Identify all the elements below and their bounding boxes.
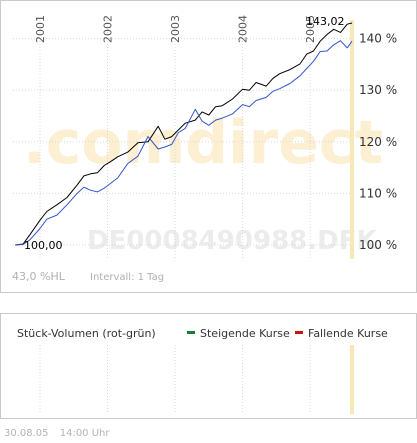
- volume-chart-panel: Stück-Volumen (rot-grün) Steigende Kurse F…: [0, 313, 417, 419]
- start-value-label: 100,00: [24, 239, 63, 252]
- watermark: .comdirect DE0008490988.DFK: [23, 108, 383, 256]
- x-tick-label: 2001: [34, 15, 47, 43]
- x-tick-label: 2003: [169, 15, 182, 43]
- grid: [13, 20, 354, 259]
- volume-header: Stück-Volumen (rot-grün) Steigende Kurse F…: [17, 327, 388, 340]
- annotations: 100,00 143,02 43,0 %HL Intervall: 1 Tag: [12, 15, 345, 283]
- y-tick-label: 130 %: [359, 83, 397, 97]
- legend-swatch: [187, 331, 195, 334]
- volume-chart: Stück-Volumen (rot-grün) Steigende Kurse F…: [17, 327, 388, 414]
- x-tick-label: 2002: [102, 15, 115, 43]
- series-line-2: [14, 40, 353, 246]
- end-value-label: 143,02: [306, 15, 345, 28]
- y-axis-labels: 140 % 130 % 120 % 110 % 100 %: [359, 32, 397, 252]
- price-chart-panel: .comdirect DE0008490988.DFK 2001 2002 2003 2…: [0, 0, 417, 293]
- footer-time: 14:00 Uhr: [59, 428, 110, 439]
- x-axis-labels: 2001 2002 2003 2004 2005: [34, 15, 317, 43]
- watermark-logo: .comdirect: [23, 108, 383, 178]
- watermark-ticker: DE0008490988.DFK: [87, 226, 377, 256]
- legend-label: Steigende Kurse: [200, 327, 290, 340]
- series-lines: [14, 22, 353, 246]
- legend-swatch: [295, 331, 303, 334]
- volume-today-highlight-band: [350, 345, 354, 414]
- y-tick-label: 120 %: [359, 135, 397, 149]
- volume-title: Stück-Volumen (rot-grün): [17, 327, 156, 340]
- x-tick-label: 2005: [304, 15, 317, 43]
- footer-date: 30.08.05: [4, 428, 49, 439]
- timestamp-footer: 30.08.05 14:00 Uhr: [4, 428, 117, 439]
- today-highlight-band: [350, 20, 354, 259]
- interval-label: Intervall: 1 Tag: [90, 272, 164, 283]
- y-tick-label: 110 %: [359, 186, 397, 200]
- series-line-1: [14, 22, 353, 246]
- y-tick-label: 140 %: [359, 32, 397, 46]
- y-tick-label: 100 %: [359, 238, 397, 252]
- volume-grid: [39, 345, 311, 414]
- legend-label: Fallende Kurse: [308, 327, 388, 340]
- range-label: 43,0 %HL: [12, 270, 66, 283]
- x-tick-label: 2004: [237, 15, 250, 43]
